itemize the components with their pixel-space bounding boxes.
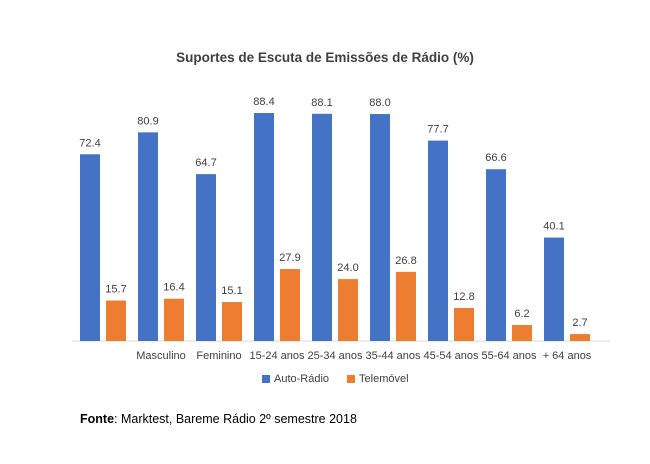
data-label-auto-radio-0: 72.4 [79,137,100,149]
bar-telemovel-5 [396,271,416,341]
data-label-auto-radio-1: 80.9 [137,115,158,127]
bar-auto-radio-0 [80,154,100,341]
bar-telemovel-8 [570,334,590,341]
data-label-auto-radio-4: 88.1 [311,97,332,109]
bar-auto-radio-8 [544,237,564,341]
data-label-telemovel-2: 15.1 [221,285,242,297]
data-label-auto-radio-2: 64.7 [195,157,216,169]
data-label-telemovel-5: 26.8 [395,255,416,267]
bar-telemovel-4 [338,279,358,341]
category-label-5: 35-44 anos [365,350,421,362]
source-text: : Marktest, Bareme Rádio 2º semestre 201… [114,412,357,426]
data-label-auto-radio-7: 66.6 [485,152,506,164]
data-label-auto-radio-8: 40.1 [543,221,564,233]
bar-auto-radio-6 [428,140,448,341]
legend-label-auto-radio: Auto-Rádio [274,373,330,385]
chart-title: Suportes de Escuta de Emissões de Rádio … [176,50,474,65]
bar-telemovel-6 [454,307,474,341]
data-label-telemovel-1: 16.4 [163,282,184,294]
bar-telemovel-7 [512,325,532,341]
source-note: Fonte: Marktest, Bareme Rádio 2º semestr… [80,412,357,426]
legend-item-auto-radio: Auto-Rádio [262,373,329,385]
data-label-auto-radio-3: 88.4 [253,96,274,108]
bar-auto-radio-2 [196,174,216,341]
data-label-telemovel-3: 27.9 [279,252,300,264]
data-label-auto-radio-5: 88.0 [369,97,390,109]
legend: Auto-Rádio Telemóvel [262,373,409,385]
data-label-telemovel-6: 12.8 [453,291,474,303]
bar-auto-radio-4 [312,113,332,341]
data-label-auto-radio-6: 77.7 [427,124,448,136]
data-label-telemovel-0: 15.7 [105,284,126,296]
legend-label-telemovel: Telemóvel [359,373,409,385]
bars-layer: 72.4 15.7 80.9 16.4 Masculino 64.7 15.1 Feminin… [79,96,592,362]
bar-auto-radio-3 [254,113,274,341]
category-label-8: + 64 anos [543,350,592,362]
category-label-1: Masculino [136,350,186,362]
bar-auto-radio-7 [486,169,506,341]
legend-item-telemovel: Telemóvel [347,373,409,385]
data-label-telemovel-4: 24.0 [337,262,358,274]
legend-swatch-telemovel [347,375,356,383]
category-label-3: 15-24 anos [249,350,305,362]
bar-telemovel-3 [280,269,300,341]
category-label-2: Feminino [196,350,241,362]
category-label-7: 55-64 anos [481,350,537,362]
bar-telemovel-1 [164,298,184,341]
data-label-telemovel-7: 6.2 [514,308,529,320]
source-label: Fonte [80,412,115,426]
bar-auto-radio-5 [370,114,390,341]
bar-auto-radio-1 [138,132,158,341]
legend-swatch-auto-radio [262,375,270,383]
data-label-telemovel-8: 2.7 [572,317,587,329]
bar-telemovel-0 [106,300,126,341]
category-label-6: 45-54 anos [423,350,479,362]
bar-telemovel-2 [222,302,242,341]
category-label-4: 25-34 anos [307,350,363,362]
